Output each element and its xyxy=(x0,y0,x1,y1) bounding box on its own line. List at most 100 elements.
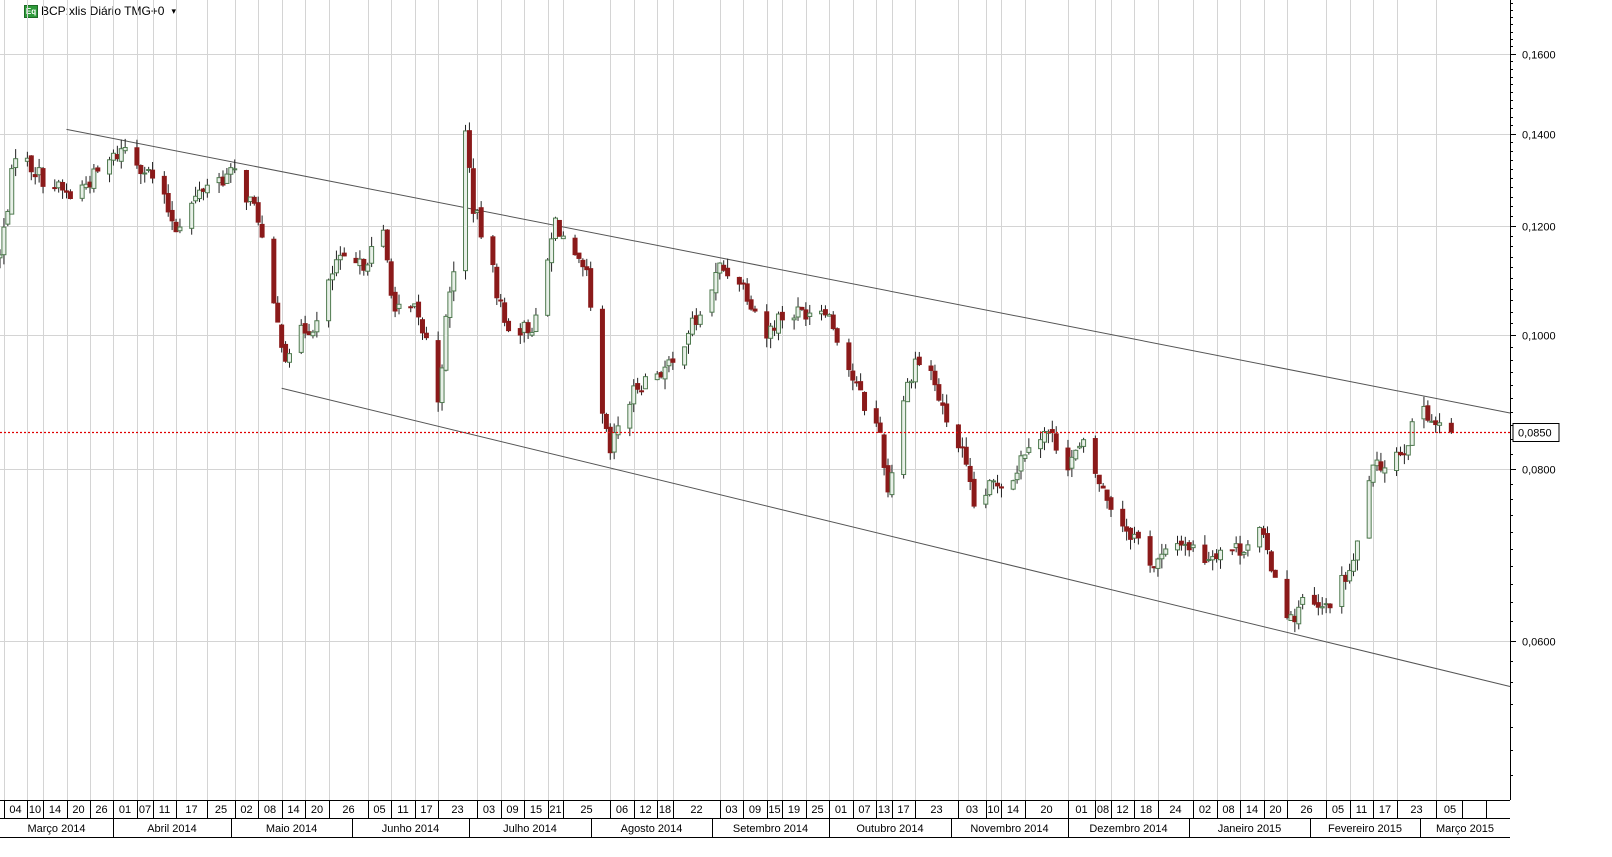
candle-up xyxy=(1233,543,1239,549)
candle-up xyxy=(380,229,386,247)
candle-up xyxy=(826,314,832,317)
candle-up xyxy=(286,353,292,363)
x-day-label: 02 xyxy=(240,804,252,816)
candle-up xyxy=(1163,548,1169,555)
candle-up xyxy=(24,157,30,162)
chart-title[interactable]: BCP:xlis Diário TMG+0 xyxy=(41,4,165,18)
candle-down xyxy=(408,306,414,309)
candle-down xyxy=(971,478,977,507)
x-day-label: 17 xyxy=(420,804,432,816)
candle-down xyxy=(1202,544,1208,563)
candle-down xyxy=(584,266,590,271)
candle-down xyxy=(752,308,758,312)
candle-down xyxy=(220,176,226,186)
x-day-label: 14 xyxy=(1007,804,1019,816)
candle-down xyxy=(834,328,840,343)
candle-up xyxy=(682,346,688,366)
candle-down xyxy=(744,283,750,302)
x-day-label: 08 xyxy=(1097,804,1109,816)
candle-up xyxy=(1026,447,1032,453)
candle-up xyxy=(615,425,621,436)
candle-up xyxy=(107,159,113,175)
candle-down xyxy=(873,408,879,424)
candle-up xyxy=(333,259,339,274)
x-day-label: 01 xyxy=(835,804,847,816)
x-day-label: 26 xyxy=(1300,804,1312,816)
x-day-label: 05 xyxy=(1444,804,1456,816)
candle-down xyxy=(881,434,887,468)
x-day-label: 23 xyxy=(930,804,942,816)
x-month-label: Fevereiro 2015 xyxy=(1328,823,1402,835)
candle-up xyxy=(1159,553,1165,560)
grid-lines xyxy=(0,0,1510,800)
candle-up xyxy=(685,332,691,345)
candle-up xyxy=(1394,451,1400,472)
candle-up xyxy=(1174,543,1180,551)
candle-up xyxy=(1210,556,1216,561)
candle-down xyxy=(1108,497,1114,510)
candle-down xyxy=(932,370,938,386)
candle-up xyxy=(146,169,152,172)
candle-down xyxy=(1151,566,1157,569)
trend-line xyxy=(281,387,1511,688)
candle-down xyxy=(87,181,93,188)
x-day-label: 21 xyxy=(549,804,561,816)
candle-down xyxy=(1104,489,1110,501)
x-day-label: 11 xyxy=(159,804,170,816)
candle-up xyxy=(357,258,363,267)
candle-up xyxy=(1339,575,1345,607)
x-day-label: 25 xyxy=(215,804,227,816)
candle-up xyxy=(775,313,781,334)
candle-up xyxy=(1155,558,1161,569)
x-day-label: 11 xyxy=(397,804,408,816)
chevron-down-icon[interactable]: ▾ xyxy=(171,5,177,16)
candle-up xyxy=(1069,456,1075,469)
candle-up xyxy=(1382,467,1388,474)
x-day-label: 03 xyxy=(725,804,737,816)
candle-up xyxy=(549,238,555,264)
candle-down xyxy=(599,308,605,414)
x-month-label: Dezembro 2014 xyxy=(1089,823,1167,835)
candle-up xyxy=(1296,606,1302,625)
candle-down xyxy=(517,328,523,336)
candle-up xyxy=(533,314,539,332)
candle-up xyxy=(1,226,7,256)
candle-up xyxy=(216,177,222,184)
candle-down xyxy=(423,332,429,339)
y-tick-label: 0,0800 xyxy=(1522,465,1556,477)
candle-down xyxy=(1433,420,1439,426)
y-tick-label: 0,0600 xyxy=(1522,637,1556,649)
x-month-label: Julho 2014 xyxy=(503,823,557,835)
candle-down xyxy=(169,209,175,222)
candle-down xyxy=(1214,553,1220,560)
candle-up xyxy=(1014,472,1020,481)
candle-up xyxy=(0,254,3,259)
x-day-label: 03 xyxy=(966,804,978,816)
candle-up xyxy=(1038,439,1044,450)
x-day-label: 14 xyxy=(1246,804,1258,816)
candle-up xyxy=(717,262,723,274)
candle-down xyxy=(470,168,476,214)
candle-up xyxy=(1374,459,1380,467)
candle-down xyxy=(779,311,785,321)
trend-lines xyxy=(66,128,1511,688)
x-month-label: Março 2014 xyxy=(27,823,85,835)
candle-down xyxy=(165,193,171,213)
candle-up xyxy=(1257,526,1263,548)
candle-up xyxy=(987,480,993,496)
candle-down xyxy=(32,174,38,178)
candle-down xyxy=(392,291,398,312)
candle-up xyxy=(118,148,124,162)
candle-down xyxy=(822,309,828,316)
candle-up xyxy=(310,331,316,337)
candle-down xyxy=(772,327,778,331)
candle-up xyxy=(1354,540,1360,561)
candle-up xyxy=(369,246,375,264)
candle-up xyxy=(247,196,253,203)
candle-down xyxy=(361,258,367,271)
candle-up xyxy=(560,235,566,240)
x-day-label: 18 xyxy=(659,804,671,816)
candle-up xyxy=(889,472,895,496)
candle-down xyxy=(1425,405,1431,421)
